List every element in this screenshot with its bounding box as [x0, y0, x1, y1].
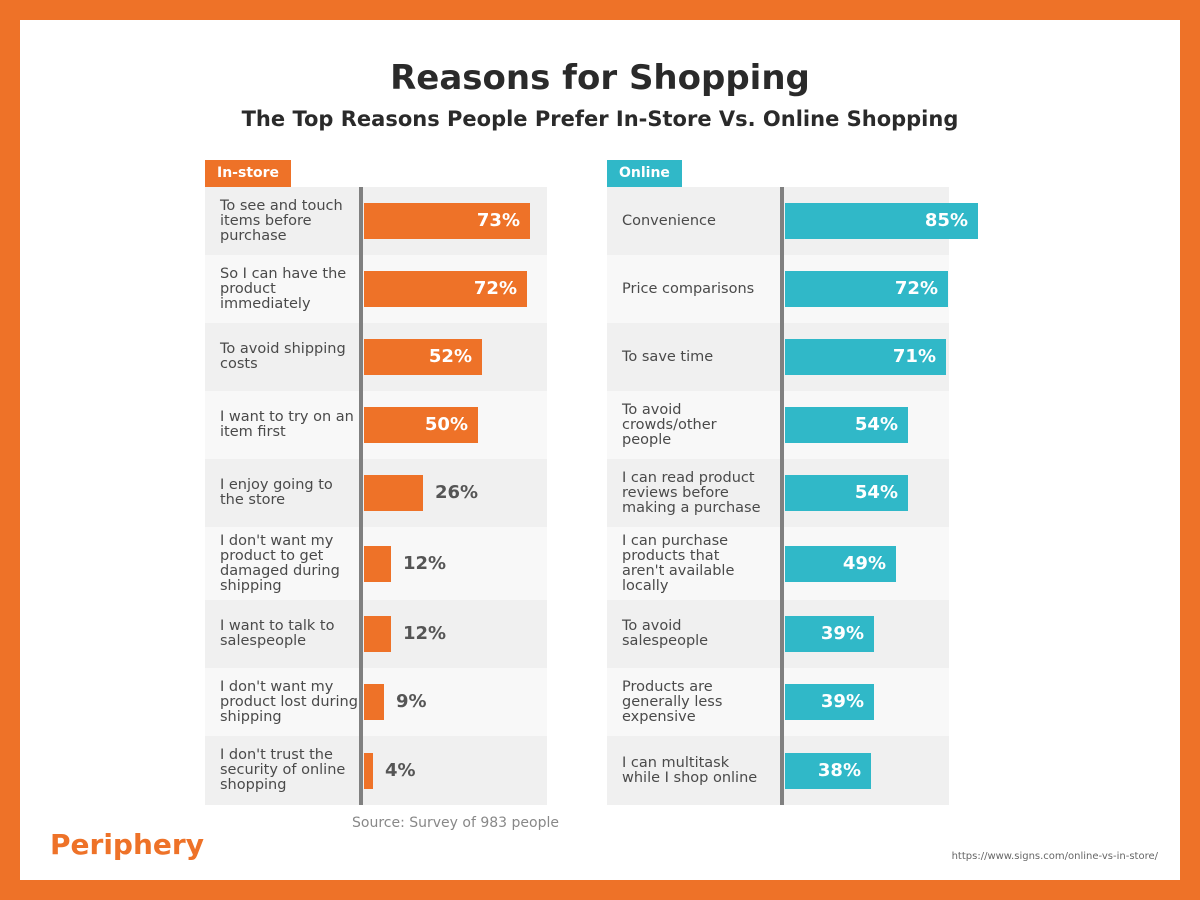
online-category-label: I can multitask while I shop online — [622, 754, 758, 786]
online-category-label: Convenience — [622, 212, 716, 229]
chart-title: Reasons for Shopping — [390, 58, 810, 98]
source-url: https://www.signs.com/online-vs-in-store… — [951, 851, 1158, 862]
instore-category-label: To see and touch items before purchase — [220, 197, 343, 244]
online-category-label: To avoid salespeople — [622, 618, 709, 649]
instore-category-label: To avoid shipping costs — [220, 341, 346, 372]
instore-value-label: 4% — [385, 760, 416, 781]
online-row: To avoid salespeople 39% — [607, 600, 949, 668]
online-value-label: 71% — [892, 346, 936, 367]
instore-bar — [364, 407, 478, 443]
online-row: I can read product reviews before making… — [607, 459, 949, 527]
instore-bar — [364, 616, 391, 652]
instore-row: I enjoy going to the store 26% — [205, 459, 547, 527]
online-bar — [785, 271, 948, 307]
online-category-label: To avoid crowds/other people — [622, 401, 717, 448]
online-value-label: 72% — [894, 278, 938, 299]
instore-row: I want to talk to salespeople 12% — [205, 600, 547, 668]
online-category-label: Products are generally less expensive — [622, 678, 723, 725]
online-row: Products are generally less expensive 39% — [607, 668, 949, 736]
instore-row: I want to try on an item first 50% — [205, 391, 547, 459]
instore-category-label: I don't want my product lost during ship… — [220, 678, 358, 725]
online-bar — [785, 203, 978, 239]
instore-bar — [364, 684, 384, 720]
instore-bar — [364, 203, 530, 239]
online-row: I can multitask while I shop online 38% — [607, 736, 949, 805]
online-value-label: 54% — [854, 482, 898, 503]
instore-value-label: 72% — [473, 278, 517, 299]
online-row: To avoid crowds/other people 54% — [607, 391, 949, 459]
chart-subtitle: The Top Reasons People Prefer In-Store V… — [241, 107, 959, 131]
online-value-label: 39% — [820, 623, 864, 644]
online-value-label: 85% — [924, 210, 968, 231]
instore-category-label: So I can have the product immediately — [220, 265, 347, 312]
instore-row: To see and touch items before purchase 73… — [205, 187, 547, 255]
online-panel: Convenience 85% Price comparisons 72% To sav… — [607, 187, 978, 805]
instore-axis — [359, 187, 363, 805]
source-note: Source: Survey of 983 people — [352, 815, 559, 831]
online-bar — [785, 339, 946, 375]
online-category-label: Price comparisons — [622, 280, 755, 297]
instore-value-label: 12% — [403, 623, 447, 644]
instore-value-label: 52% — [428, 346, 472, 367]
online-bar — [785, 475, 908, 511]
instore-bar — [364, 546, 391, 582]
instore-row: So I can have the product immediately 72% — [205, 255, 547, 323]
instore-category-label: I don't want my product to get damaged d… — [220, 532, 340, 594]
online-row: To save time 71% — [607, 323, 949, 391]
instore-row: I don't want my product lost during ship… — [205, 668, 547, 736]
periphery-logo: Periphery — [50, 828, 204, 861]
instore-category-label: I want to try on an item first — [220, 409, 354, 440]
online-bar — [785, 616, 874, 652]
online-row: Price comparisons 72% — [607, 255, 949, 323]
online-value-label: 54% — [854, 414, 898, 435]
online-tag: Online — [607, 160, 682, 187]
online-row: Convenience 85% — [607, 187, 978, 255]
instore-bar — [364, 475, 423, 511]
instore-bar — [364, 339, 482, 375]
instore-value-label: 50% — [424, 414, 468, 435]
instore-category-label: I want to talk to salespeople — [220, 618, 335, 649]
online-category-label: I can purchase products that aren't avai… — [622, 532, 735, 594]
online-row: I can purchase products that aren't avai… — [607, 527, 949, 600]
instore-row: I don't want my product to get damaged d… — [205, 527, 547, 600]
instore-category-label: I don't trust the security of online sho… — [220, 747, 346, 793]
infographic-card — [20, 20, 1180, 880]
instore-bar — [364, 271, 527, 307]
instore-panel: To see and touch items before purchase 73… — [205, 187, 547, 805]
online-bar — [785, 407, 908, 443]
online-value-label: 49% — [842, 553, 886, 574]
online-category-label: To save time — [622, 348, 714, 365]
online-value-label: 38% — [817, 760, 861, 781]
online-category-label: I can read product reviews before making… — [622, 469, 761, 516]
instore-value-label: 26% — [435, 482, 479, 503]
instore-row: To avoid shipping costs 52% — [205, 323, 547, 391]
instore-value-label: 9% — [396, 691, 427, 712]
instore-tag: In-store — [205, 160, 292, 187]
online-bar — [785, 546, 896, 582]
online-axis — [780, 187, 784, 805]
instore-value-label: 12% — [403, 553, 447, 574]
instore-row: I don't trust the security of online sho… — [205, 736, 547, 805]
instore-category-label: I enjoy going to the store — [220, 477, 333, 508]
instore-value-label: 73% — [476, 210, 520, 231]
online-value-label: 39% — [820, 691, 864, 712]
instore-bar — [364, 753, 373, 789]
online-bar — [785, 753, 871, 789]
online-bar — [785, 684, 874, 720]
